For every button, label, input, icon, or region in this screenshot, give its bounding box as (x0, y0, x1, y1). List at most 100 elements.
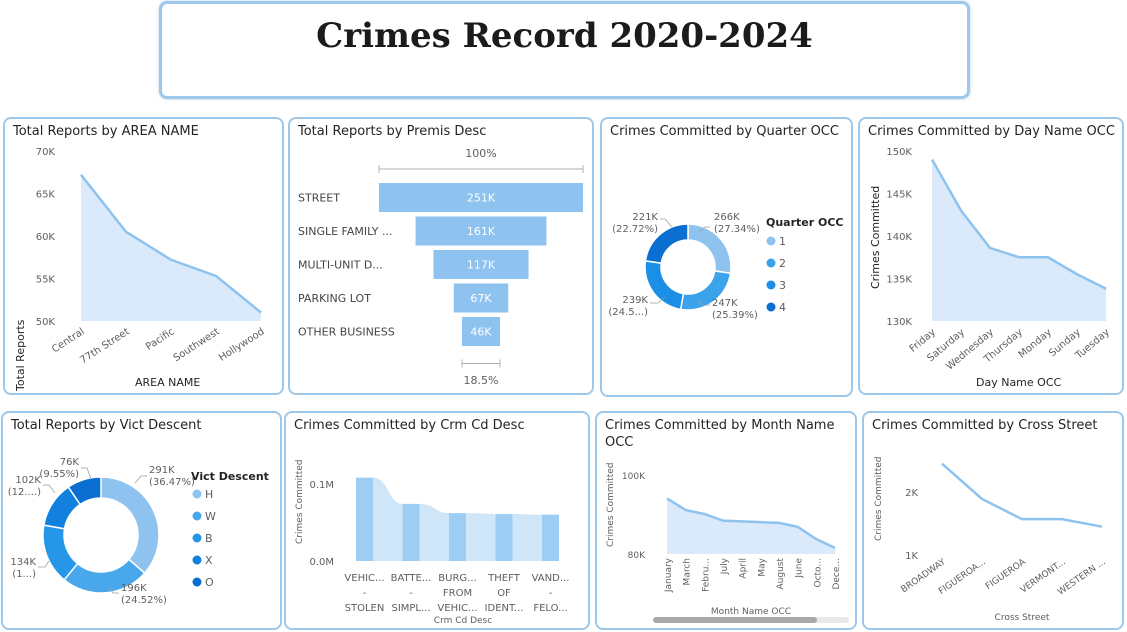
card-title-line2: OCC (605, 435, 634, 450)
legend-title: Vict Descent (191, 470, 269, 483)
donut-slice (644, 259, 685, 311)
legend-item-label: 2 (779, 257, 786, 270)
y-axis-title: Crimes Committed (606, 463, 616, 547)
x-tick-label: VAND... (532, 573, 570, 584)
card-day-name[interactable]: Crimes Committed by Day Name OCC Crimes … (858, 117, 1124, 395)
legend-item-label: 1 (779, 235, 786, 248)
card-month-name[interactable]: Crimes Committed by Month Name OCC Crime… (595, 411, 857, 630)
leader-line (81, 467, 92, 480)
y-axis-title: Crimes Committed (295, 460, 305, 544)
x-tick-label: BURG... (438, 573, 476, 584)
data-label-value: 196K (121, 583, 147, 594)
x-tick-label: Hollywood (217, 326, 266, 363)
funnel-bar (453, 283, 509, 313)
y-tick-label: 2K (905, 488, 918, 499)
funnel-bar-value: 67K (470, 292, 492, 305)
y-tick-label: 1K (905, 551, 918, 562)
crm-cd-desc-chart: Crimes Committed Crm Cd Desc 0.1M 0.0M VEH… (295, 460, 570, 626)
funnel-bar (462, 317, 500, 346)
funnel-category-label: OTHER BUSINESS (298, 326, 395, 339)
area-fill (932, 159, 1106, 321)
x-tick-label: Febru... (701, 558, 711, 592)
data-label-value: 76K (60, 457, 80, 468)
series-line (941, 462, 1103, 528)
leader-line (108, 585, 119, 594)
x-tick-label: Central (50, 326, 87, 355)
x-tick-label: OF (497, 588, 511, 599)
leader-line (650, 296, 666, 304)
funnel-bar (433, 250, 529, 279)
donut-slice (100, 476, 160, 575)
legend-marker (192, 555, 202, 565)
data-label-percent: (36.47%) (149, 477, 195, 488)
cross-street-chart: Crimes Committed Cross Street 2K1KBROADW… (874, 457, 1108, 623)
funnel-category-label: STREET (298, 192, 340, 205)
data-label-value: 102K (15, 475, 41, 486)
card-title: Total Reports by Premis Desc (298, 124, 487, 139)
leader-line (660, 218, 673, 228)
y-tick-label: 150K (886, 147, 912, 158)
data-label-percent: (9.55%) (39, 469, 79, 480)
x-tick-label: BATTE... (391, 573, 432, 584)
dashboard-title-box: Crimes Record 2020-2024 (159, 1, 970, 99)
bar (495, 513, 513, 561)
y-tick-label: 60K (36, 232, 56, 243)
y-tick-label: 135K (886, 275, 912, 286)
y-axis-title: Crimes Committed (869, 186, 882, 289)
x-axis-title: Cross Street (995, 613, 1050, 623)
quarter-donut-chart: Quarter OCC 266K(27.34%) 247K(25.39%) 239K… (608, 212, 844, 321)
x-tick-label: 77th Street (78, 326, 131, 366)
legend-marker (766, 302, 776, 312)
x-tick-label: Southwest (172, 326, 222, 364)
y-tick-label: 70K (36, 147, 56, 158)
funnel-category-label: PARKING LOT (298, 292, 371, 305)
x-axis-title: Day Name OCC (976, 376, 1062, 389)
donut-slice (67, 476, 102, 506)
data-label-percent: (1...) (12, 569, 36, 580)
x-tick-label: Monday (1017, 327, 1054, 361)
leader-line (38, 560, 50, 568)
area-fill (81, 174, 261, 321)
y-tick-label: 50K (36, 317, 56, 328)
y-tick-label: 65K (36, 190, 56, 201)
y-tick-label: 130K (886, 317, 912, 328)
data-label-percent: (24.52%) (121, 595, 167, 606)
legend-item-label: 4 (779, 301, 786, 314)
vict-descent-donut-chart: Vict Descent 291K(36.47%) 196K(24.52%) 134… (8, 457, 269, 606)
area-fill (667, 498, 835, 554)
card-vict-descent[interactable]: Total Reports by Vict Descent Vict Desce… (1, 411, 282, 630)
bar (449, 513, 466, 561)
card-title: Crimes Committed by Month Name (605, 418, 835, 433)
card-crm-cd-desc[interactable]: Crimes Committed by Crm Cd Desc Crimes C… (284, 411, 590, 630)
funnel-bar-value: 161K (467, 225, 496, 238)
card-cross-street[interactable]: Crimes Committed by Cross Street Crimes … (862, 411, 1124, 630)
horizontal-scrollbar-thumb[interactable] (653, 617, 817, 623)
data-label-percent: (27.34%) (714, 224, 760, 235)
card-quarter[interactable]: Crimes Committed by Quarter OCC Quarter … (600, 117, 853, 397)
legend-marker (192, 533, 202, 543)
leader-line (696, 299, 710, 306)
legend-marker (192, 489, 202, 499)
legend-item-label: B (205, 532, 213, 545)
x-tick-label: SIMPL... (391, 603, 430, 614)
data-label-percent: (25.39%) (712, 310, 758, 321)
x-tick-label: Octo... (813, 558, 823, 588)
x-tick-label: FELO... (533, 603, 567, 614)
legend-item-label: H (205, 488, 213, 501)
x-tick-label: THEFT (487, 573, 521, 584)
funnel-bar-value: 251K (467, 192, 496, 205)
x-tick-label: May (757, 557, 767, 576)
x-tick-label: VEHIC... (437, 603, 477, 614)
x-tick-label: - (409, 588, 413, 599)
legend-marker (192, 577, 202, 587)
donut-slice (644, 223, 689, 264)
data-label-percent: (24.5...) (608, 307, 648, 318)
data-label-value: 239K (622, 295, 648, 306)
x-axis-title: AREA NAME (135, 376, 200, 389)
leader-line (43, 484, 56, 494)
leader-line (134, 475, 147, 484)
card-premis-desc[interactable]: Total Reports by Premis Desc 100% 18.5% … (288, 117, 594, 395)
legend-title: Quarter OCC (766, 216, 844, 229)
x-tick-label: March (683, 558, 693, 585)
card-area-name[interactable]: Total Reports by AREA NAME Total Reports… (3, 117, 284, 395)
